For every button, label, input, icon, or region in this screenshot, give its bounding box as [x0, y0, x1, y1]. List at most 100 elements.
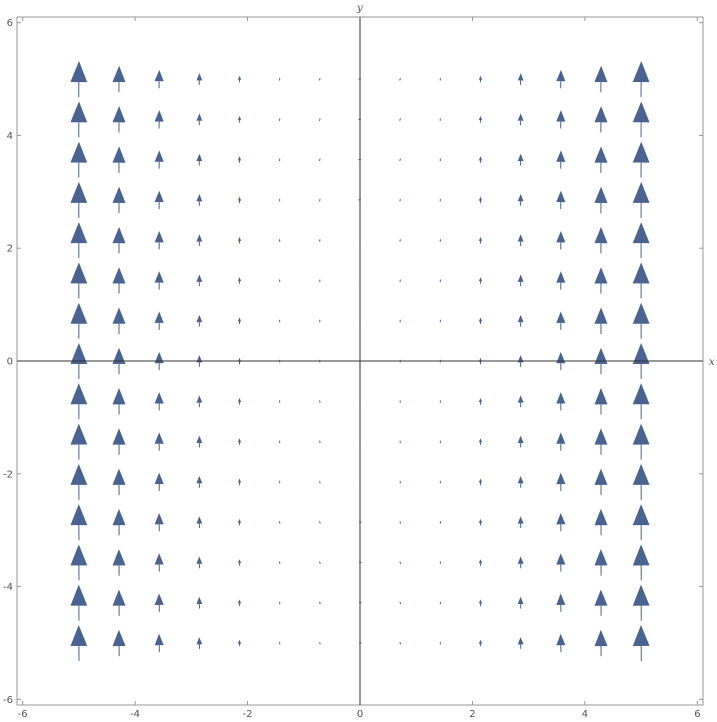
y-tick-label: 2 — [7, 244, 13, 255]
arrow — [196, 314, 203, 327]
arrow — [478, 559, 483, 566]
arrow — [237, 277, 242, 284]
arrow — [237, 599, 242, 607]
y-tick-label: 6 — [7, 18, 13, 29]
arrow — [154, 472, 164, 492]
arrow — [237, 236, 242, 244]
arrow — [556, 593, 566, 612]
arrow — [112, 267, 126, 294]
arrow — [594, 508, 608, 536]
arrow — [478, 639, 483, 647]
arrow — [632, 383, 650, 420]
arrow — [556, 69, 566, 89]
arrow — [319, 560, 321, 564]
arrow — [237, 397, 242, 405]
arrow — [439, 319, 442, 323]
arrow — [154, 432, 164, 451]
arrow — [517, 234, 524, 247]
arrow — [594, 146, 608, 173]
arrow — [154, 392, 164, 411]
arrow — [439, 480, 442, 484]
arrow — [556, 150, 566, 169]
arrow — [632, 141, 650, 178]
arrow — [70, 423, 88, 460]
arrow — [439, 278, 442, 282]
arrow — [556, 110, 566, 129]
arrows — [70, 61, 650, 661]
arrow — [556, 230, 566, 250]
arrow — [112, 508, 126, 536]
arrow — [556, 432, 566, 451]
arrow — [196, 395, 203, 408]
arrow — [556, 392, 566, 411]
arrow — [439, 641, 442, 645]
arrow — [112, 549, 126, 576]
arrow — [196, 435, 203, 448]
arrow — [517, 637, 524, 649]
arrow — [478, 75, 483, 83]
arrow — [517, 113, 524, 126]
arrow — [517, 73, 524, 85]
arrow — [196, 113, 203, 126]
arrow — [278, 117, 281, 121]
y-tick-label: 0 — [7, 357, 13, 368]
arrow — [70, 222, 88, 259]
arrow — [594, 347, 608, 375]
arrow — [154, 69, 164, 89]
arrow — [517, 274, 524, 287]
arrow — [278, 278, 281, 282]
arrow — [70, 463, 88, 500]
arrow — [478, 277, 483, 284]
arrow — [439, 399, 442, 403]
arrow — [112, 65, 126, 93]
y-tick-label: 4 — [7, 131, 13, 142]
y-tick-label: -4 — [3, 582, 13, 593]
arrow — [399, 278, 401, 282]
arrow — [517, 153, 524, 166]
arrow — [399, 440, 401, 444]
arrow — [237, 116, 242, 123]
arrow — [517, 194, 524, 206]
arrow — [632, 463, 650, 500]
arrow — [278, 158, 281, 162]
arrow — [237, 438, 242, 445]
arrow — [319, 480, 321, 484]
arrow — [278, 399, 281, 403]
x-tick-label: -4 — [130, 709, 140, 720]
arrow — [278, 560, 281, 564]
arrow — [632, 504, 650, 541]
arrow — [319, 641, 321, 645]
arrow — [399, 319, 401, 323]
arrow — [399, 560, 402, 564]
arrow — [556, 271, 566, 290]
arrow — [556, 633, 566, 653]
arrow — [112, 629, 126, 657]
x-tick-label: 2 — [469, 709, 475, 720]
arrow — [278, 198, 281, 202]
arrow — [478, 116, 483, 123]
arrow — [196, 234, 203, 247]
arrow — [517, 596, 524, 609]
arrow — [439, 560, 442, 564]
arrow — [594, 468, 608, 496]
arrow — [594, 629, 608, 657]
arrow — [70, 383, 88, 420]
arrow — [632, 101, 650, 138]
arrow — [70, 624, 88, 661]
arrow — [319, 278, 321, 282]
arrow — [318, 158, 321, 162]
arrow — [70, 61, 88, 98]
arrow — [439, 198, 442, 202]
arrow — [632, 61, 650, 98]
arrow — [70, 584, 88, 621]
arrow — [517, 475, 524, 488]
arrow — [594, 65, 608, 93]
arrow — [154, 190, 164, 210]
arrow — [399, 399, 401, 403]
arrow — [70, 343, 88, 379]
arrow — [112, 589, 126, 616]
arrow — [154, 150, 164, 169]
arrow — [399, 77, 401, 81]
arrow — [237, 478, 242, 486]
arrow — [594, 186, 608, 214]
